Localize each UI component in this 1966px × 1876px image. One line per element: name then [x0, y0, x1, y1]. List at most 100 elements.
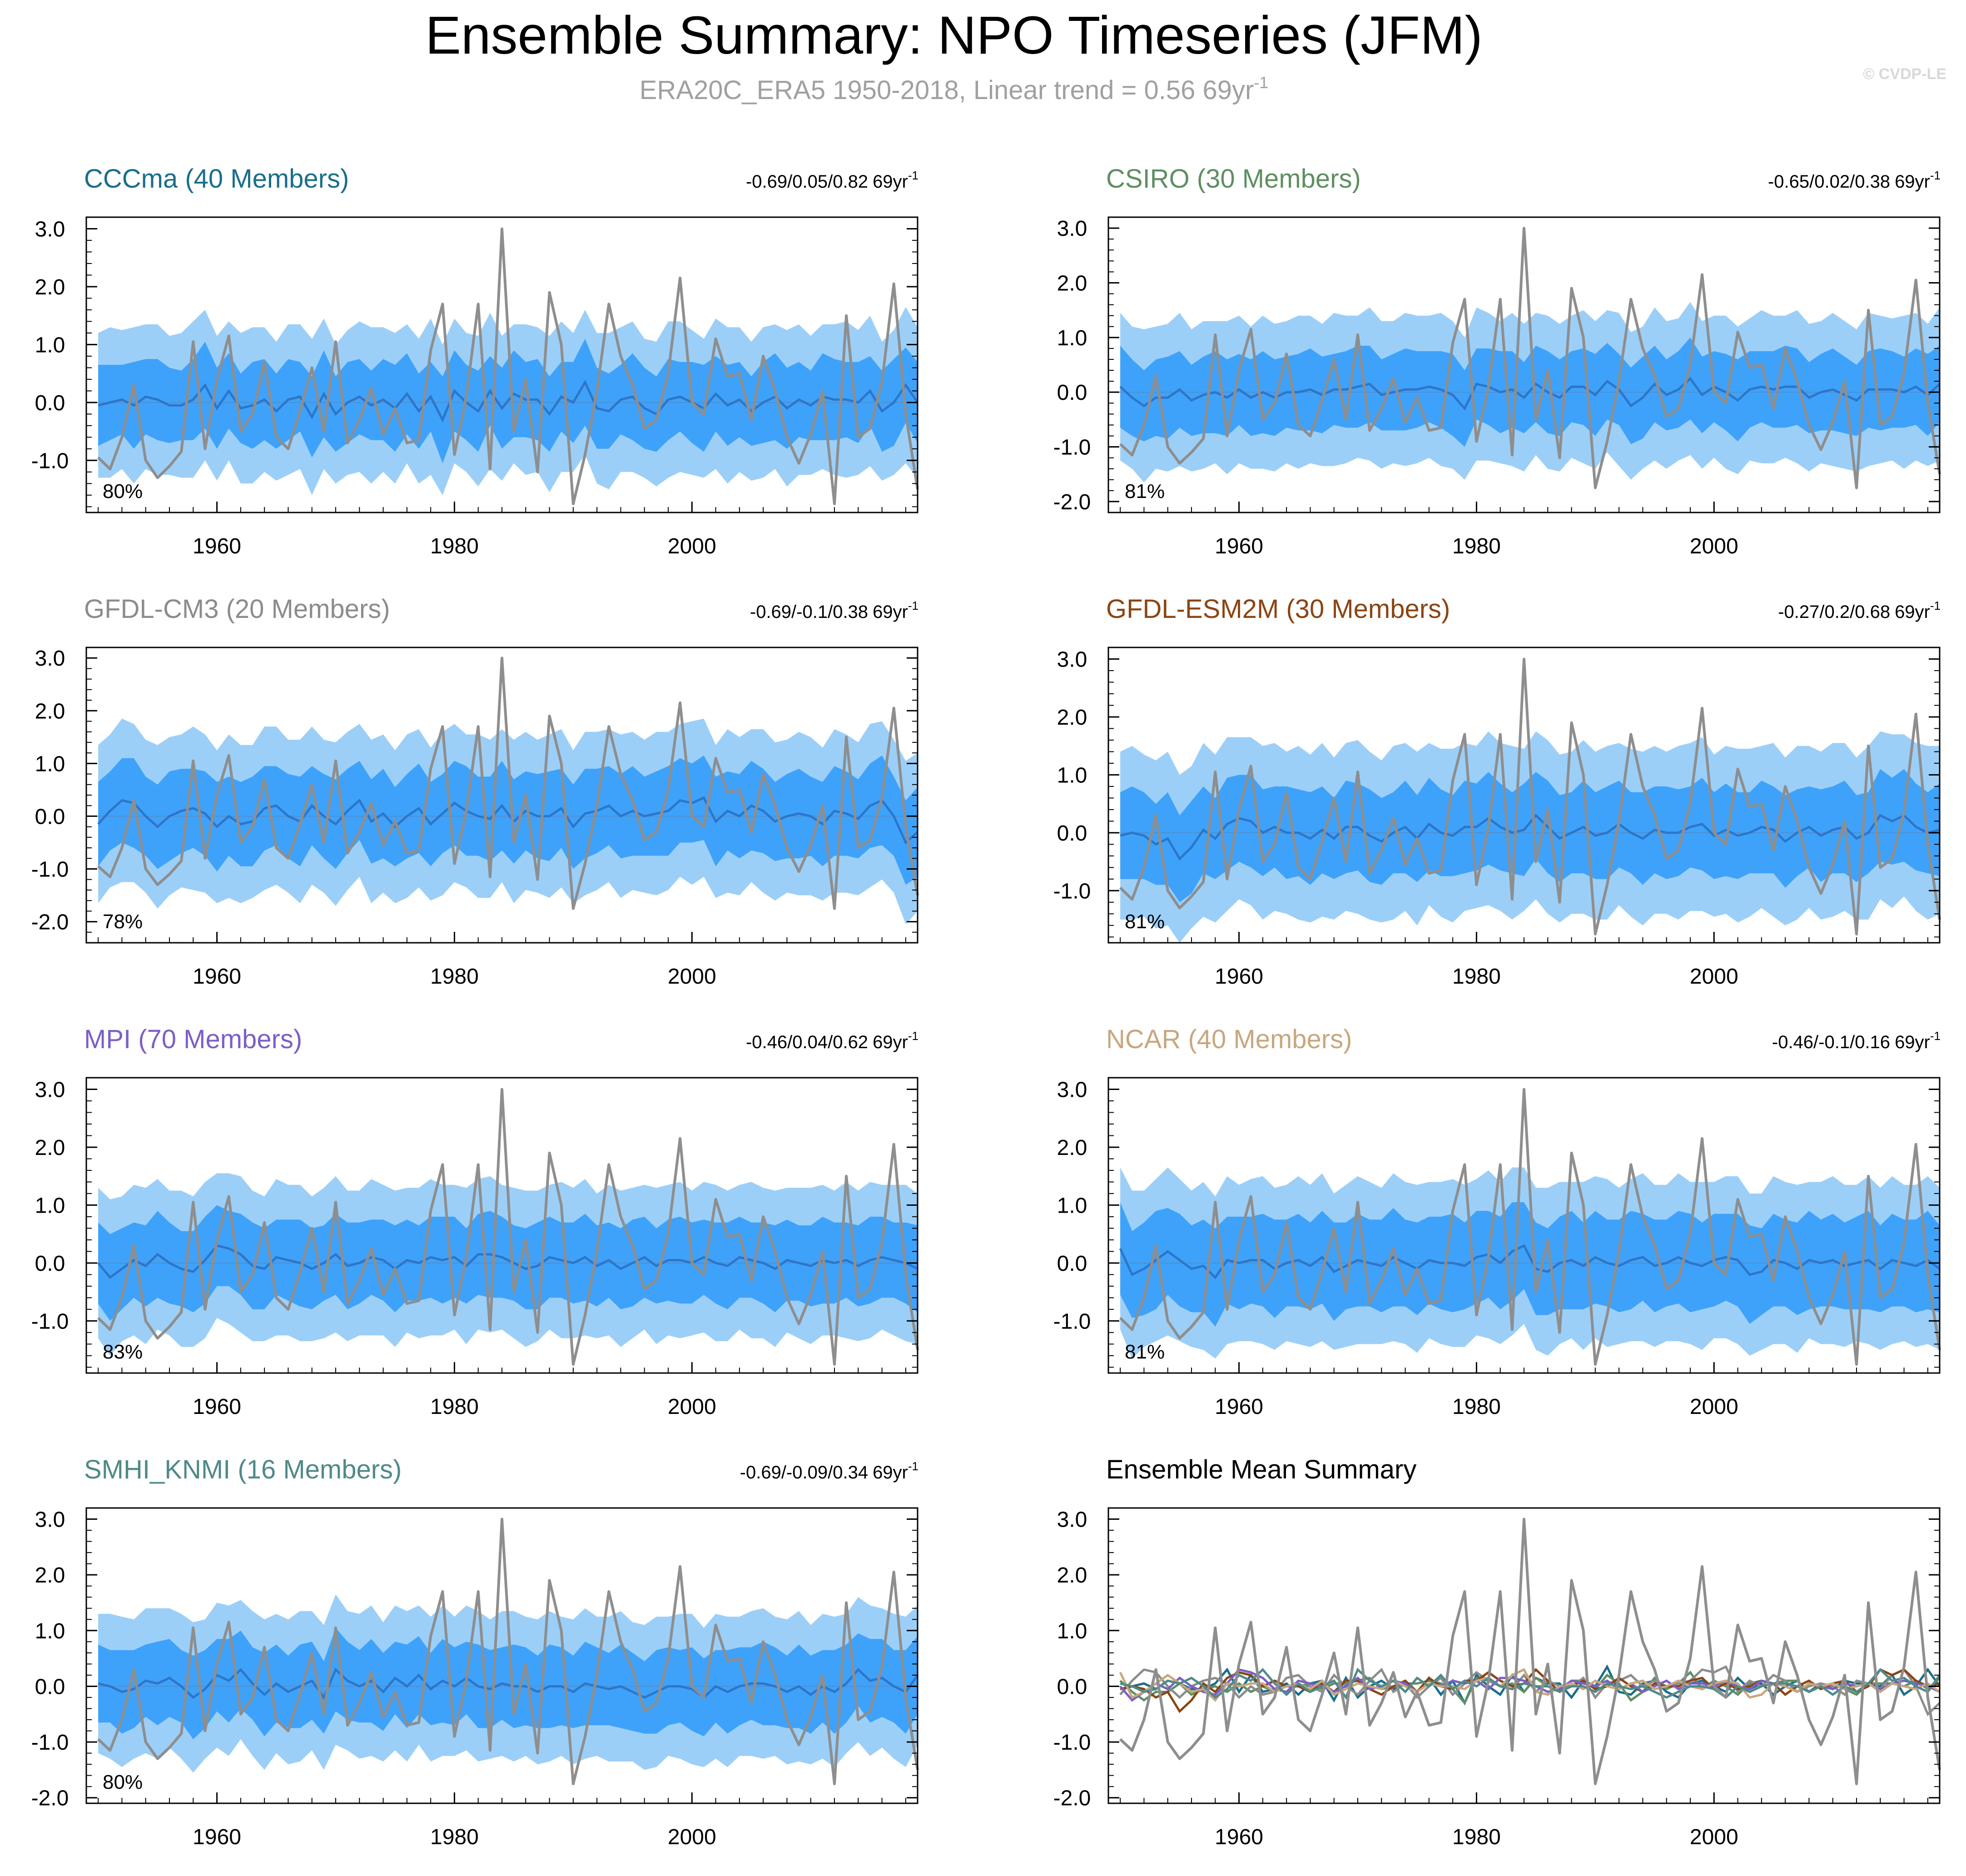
percent-label: 80%: [103, 1771, 143, 1793]
x-tick-label: 1980: [430, 1825, 479, 1849]
x-tick-label: 1960: [1215, 534, 1263, 558]
x-tick-label: 1960: [193, 1825, 241, 1849]
x-tick-label: 2000: [668, 534, 716, 558]
ensemble-mean-line: [98, 379, 919, 423]
x-tick-label: 2000: [668, 1825, 716, 1849]
plot-frame: [1107, 1507, 1941, 1804]
trend-values: -0.65/0.02/0.38: [1768, 172, 1890, 192]
trend-values: -0.69/-0.1/0.38: [750, 602, 868, 622]
x-tick-label: 2000: [1690, 534, 1738, 558]
y-tick-label: -1.0: [31, 1309, 69, 1334]
ensemble-mean-line: [1119, 377, 1941, 411]
y-tick-label: 0.0: [1057, 821, 1087, 846]
y-tick-label: 1.0: [1057, 1619, 1087, 1643]
trend-unit: 69yr: [873, 172, 908, 192]
y-tick-label: -1.0: [1053, 879, 1091, 903]
figure-subtitle: ERA20C_ERA5 1950-2018, Linear trend = 0.…: [640, 73, 1269, 105]
y-tick-label: 0.0: [1057, 1675, 1087, 1699]
y-tick-label: 0.0: [35, 805, 65, 829]
trend-unit: 69yr: [873, 602, 908, 622]
x-tick-label: 1960: [193, 534, 241, 558]
y-tick-label: 2.0: [1057, 706, 1087, 730]
y-tick-label: 2.0: [35, 1136, 65, 1160]
panel-grid: CCCma (40 Members) -0.69/0.05/0.82 69yr-13…: [31, 164, 1941, 1849]
ensemble-mean-line: [1120, 813, 1940, 861]
x-tick-label: 2000: [1690, 1825, 1738, 1849]
trend-range: -0.27/0.2/0.68 69yr-1: [1778, 599, 1941, 622]
mean-line-gfdl-esm2m: [1120, 1668, 1940, 1713]
panel-title: SMHI_KNMI (16 Members): [84, 1455, 402, 1484]
y-tick-label: 0.0: [1057, 381, 1087, 405]
y-tick-label: 2.0: [35, 1563, 65, 1587]
panel-title: CSIRO (30 Members): [1106, 164, 1361, 194]
panel-smhi-knmi: SMHI_KNMI (16 Members) -0.69/-0.09/0.34 69…: [31, 1455, 919, 1849]
x-tick-label: 2000: [668, 1395, 716, 1419]
y-tick-label: 3.0: [1057, 1508, 1087, 1532]
y-tick-label: 1.0: [35, 333, 65, 357]
figure-title: Ensemble Summary: NPO Timeseries (JFM): [425, 5, 1483, 65]
x-tick-label: 1980: [1452, 534, 1501, 558]
panel-title: MPI (70 Members): [84, 1025, 302, 1054]
y-tick-label: -2.0: [1053, 1786, 1091, 1811]
trend-range: -0.69/0.05/0.82 69yr-1: [746, 169, 918, 192]
panel-title: GFDL-CM3 (20 Members): [84, 594, 390, 624]
percent-label: 81%: [1125, 1341, 1165, 1363]
spread-band-25-75: [98, 755, 918, 885]
panel-ensemble-mean-summary: Ensemble Mean Summary 3.0 2.0 1.0 0.0 -1.0 -2.…: [1053, 1455, 1941, 1849]
trend-unit-exponent: -1: [908, 599, 918, 612]
y-tick-label: 3.0: [1057, 217, 1087, 241]
trend-values: -0.27/0.2/0.68: [1778, 602, 1890, 622]
y-tick-label: -1.0: [31, 1731, 69, 1755]
trend-unit-exponent: -1: [908, 1459, 918, 1473]
spread-band-25-75: [1120, 769, 1940, 902]
trend-unit: 69yr: [1895, 1032, 1930, 1052]
trend-values: -0.46/-0.1/0.16: [1772, 1032, 1890, 1052]
spread-band-25-75: [1120, 1202, 1940, 1327]
trend-unit-exponent: -1: [908, 169, 918, 182]
observation-line: [97, 1518, 919, 1786]
y-tick-label: 3.0: [35, 1078, 65, 1102]
panel-ncar: NCAR (40 Members) -0.46/-0.1/0.16 69yr-1 3.…: [1053, 1025, 1941, 1419]
x-tick-label: 1960: [193, 965, 241, 989]
y-tick-label: 3.0: [35, 647, 65, 671]
trend-unit-exponent: -1: [908, 1029, 918, 1043]
y-tick-label: 3.0: [1057, 647, 1087, 672]
observation-line: [97, 657, 919, 910]
y-tick-label: 1.0: [1057, 763, 1087, 787]
x-tick-label: 1980: [430, 1395, 479, 1419]
trend-unit: 69yr: [1895, 602, 1930, 622]
panel-gfdl-esm2m: GFDL-ESM2M (30 Members) -0.27/0.2/0.68 69y…: [1053, 594, 1941, 989]
y-tick-label: 2.0: [1057, 1563, 1087, 1587]
x-tick-label: 1960: [1215, 1395, 1263, 1419]
trend-values: -0.69/0.05/0.82: [746, 172, 868, 192]
y-tick-label: 1.0: [1057, 326, 1087, 350]
y-tick-label: -1.0: [1053, 1309, 1091, 1334]
observation-line: [97, 1088, 919, 1366]
y-tick-label: 0.0: [35, 1675, 65, 1699]
x-tick-label: 2000: [668, 965, 716, 989]
y-tick-label: -2.0: [31, 911, 69, 935]
percent-label: 83%: [103, 1341, 143, 1363]
x-tick-label: 1980: [430, 534, 479, 558]
watermark: © CVDP-LE: [1863, 65, 1946, 83]
x-tick-label: 1980: [1452, 1825, 1501, 1849]
ensemble-mean-line: [97, 796, 918, 845]
mean-line-ncar: [1119, 1668, 1941, 1702]
y-tick-label: 2.0: [35, 275, 65, 299]
panel-title: CCCma (40 Members): [84, 164, 349, 194]
y-tick-label: 3.0: [35, 1508, 65, 1532]
x-tick-label: 1980: [1452, 965, 1501, 989]
x-tick-label: 1960: [1215, 1825, 1263, 1849]
observation-line: [1119, 1518, 1941, 1786]
percent-label: 78%: [103, 911, 143, 933]
observation-line: [97, 227, 919, 505]
ensemble-mean-line: [1119, 1244, 1941, 1279]
percent-label: 80%: [103, 480, 143, 503]
y-tick-label: 0.0: [35, 391, 65, 415]
x-tick-label: 1960: [193, 1395, 241, 1419]
x-tick-label: 2000: [1690, 965, 1738, 989]
trend-unit-exponent: -1: [1930, 169, 1941, 182]
panel-cccma: CCCma (40 Members) -0.69/0.05/0.82 69yr-1 3…: [31, 164, 919, 558]
y-tick-label: -1.0: [31, 449, 69, 473]
